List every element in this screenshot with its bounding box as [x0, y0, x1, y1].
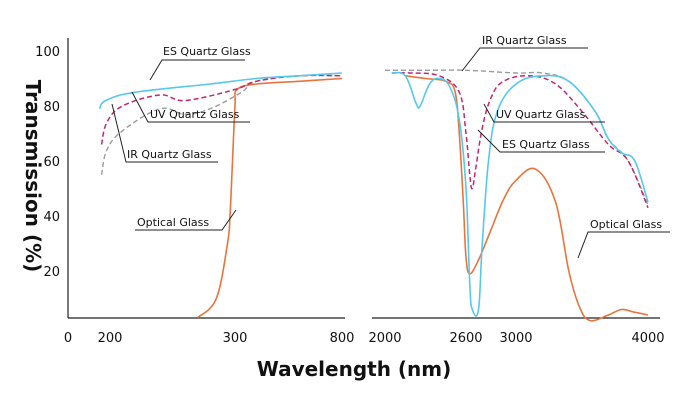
series-line-uv-quartz-right: [391, 72, 649, 209]
y-tick-label: 60: [43, 155, 60, 170]
y-axis-title: Transmission (%): [21, 80, 45, 273]
annotation-leader: [461, 47, 588, 72]
y-tick-label: 40: [43, 210, 60, 225]
series-line-ir-quartz-right: [385, 69, 649, 206]
annotation-leader: [111, 103, 218, 163]
annotation-label: UV Quartz Glass: [496, 108, 586, 121]
y-tick-label: 100: [35, 45, 60, 60]
annotation-leader: [483, 103, 605, 123]
annotation-label: ES Quartz Glass: [163, 45, 251, 58]
annotation-leader: [135, 209, 237, 231]
y-tick-label: 80: [43, 100, 60, 115]
annotation-leader: [577, 231, 670, 259]
annotation-label: UV Quartz Glass: [150, 108, 240, 121]
annotation-label: Optical Glass: [137, 216, 209, 229]
annotation-label: IR Quartz Glass: [482, 34, 567, 47]
x-tick-label: 4000: [631, 331, 664, 346]
annotation-leaders: [111, 47, 670, 259]
annotation-label: IR Quartz Glass: [127, 148, 212, 161]
x-tick-label: 3000: [499, 331, 532, 346]
y-tick-label: 20: [43, 265, 60, 280]
series-line-optical-left: [196, 77, 343, 319]
x-axis-title: Wavelength (nm): [257, 357, 452, 381]
annotation-label: ES Quartz Glass: [502, 138, 590, 151]
x-tick-label: 200: [98, 331, 123, 346]
series-line-es-quartz-left: [98, 72, 343, 110]
x-tick-label: 800: [330, 331, 355, 346]
x-tick-label: 2000: [368, 331, 401, 346]
series-line-optical-right: [405, 75, 649, 322]
x-tick-label: 2600: [449, 331, 482, 346]
series-line-uv-quartz-left: [100, 74, 343, 145]
series-layer: [98, 69, 649, 322]
annotation-leader: [131, 91, 250, 123]
annotation-leader: [477, 129, 605, 153]
x-tick-label: 300: [223, 331, 248, 346]
x-tick-label: 0: [64, 331, 72, 346]
series-line-es-quartz-right: [391, 71, 649, 317]
annotation-leader: [149, 59, 245, 81]
annotation-label: Optical Glass: [590, 218, 662, 231]
